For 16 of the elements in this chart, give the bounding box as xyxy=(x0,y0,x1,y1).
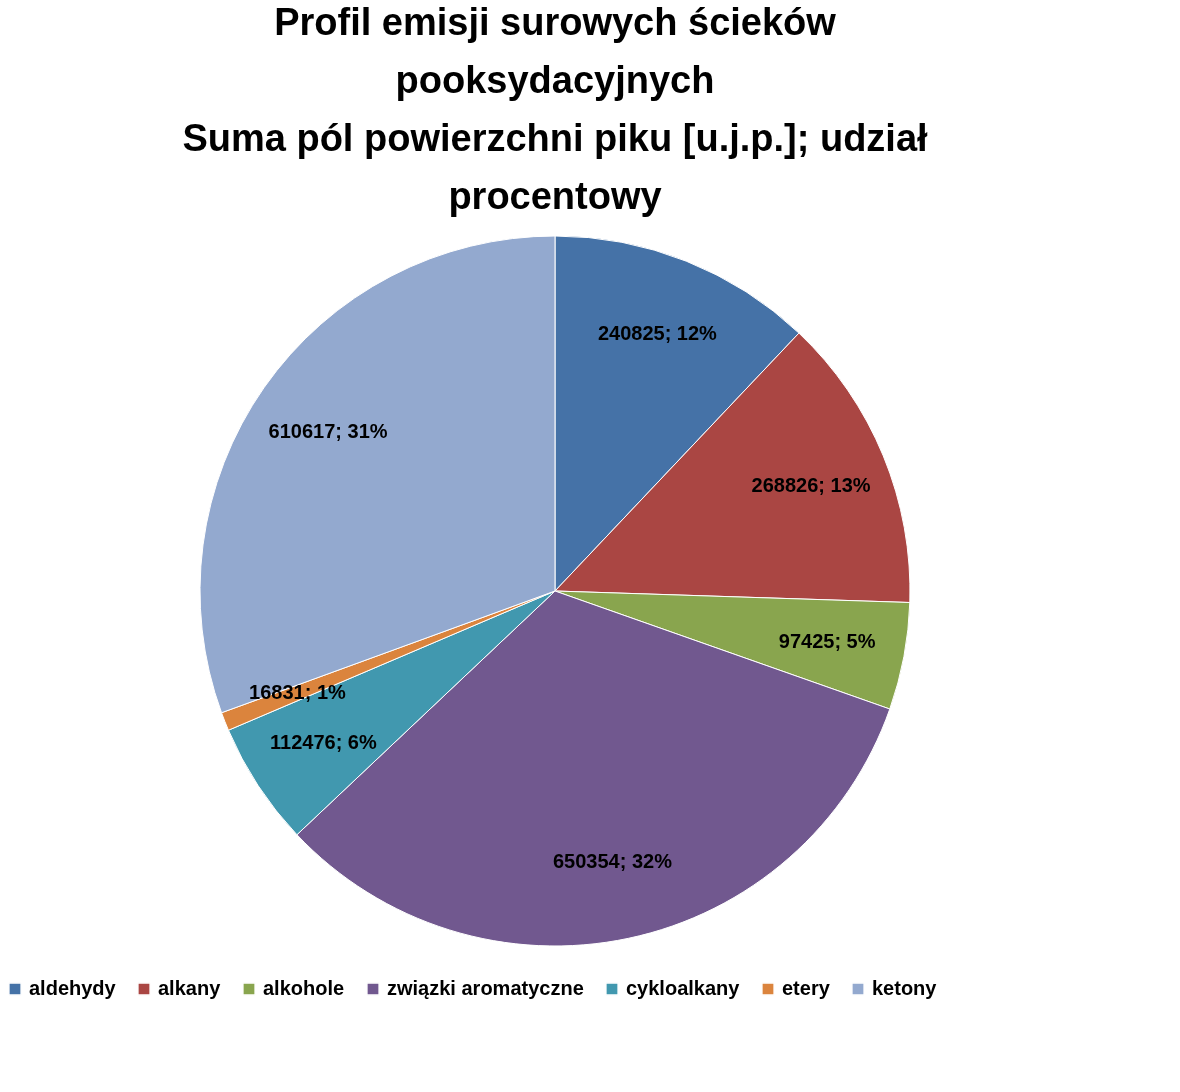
data-label: 112476; 6% xyxy=(269,730,377,753)
data-label: 240825; 12% xyxy=(597,321,718,344)
legend-label: alkohole xyxy=(263,977,345,999)
data-label: 650354; 32% xyxy=(552,849,673,872)
legend-label: alkany xyxy=(158,977,222,999)
data-label: 97425; 5% xyxy=(778,630,876,653)
chart-title: Profil emisji surowych ścieków pooksydacyjnych xyxy=(274,1,837,101)
legend-label: ketony xyxy=(872,977,938,999)
legend-label: etery xyxy=(782,977,831,999)
data-label: 268826; 13% xyxy=(751,473,871,496)
legend-label: związki aromatyczne xyxy=(387,977,584,999)
data-label: 610617; 31% xyxy=(268,420,388,443)
legend-label: aldehydy xyxy=(29,977,117,999)
chart-subtitle: Suma pól powierzchni piku [u.j.p.]; udział procentowy xyxy=(182,117,929,217)
data-label: 16831; 1% xyxy=(249,680,347,703)
legend-label: cykloalkany xyxy=(626,977,741,999)
